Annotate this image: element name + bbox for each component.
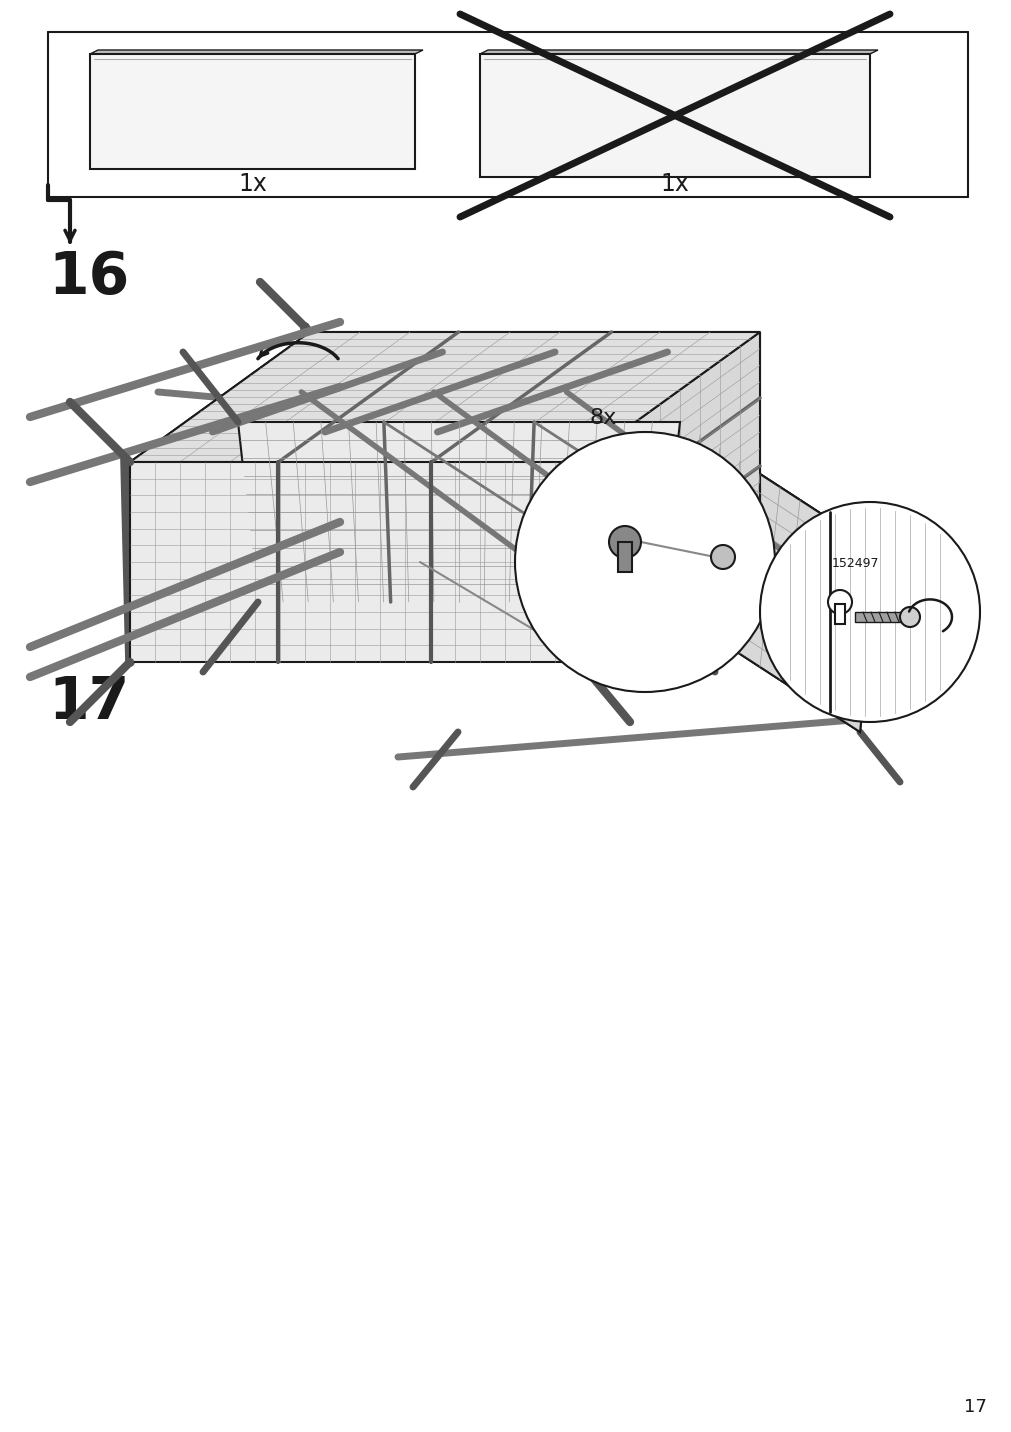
Circle shape bbox=[827, 590, 851, 614]
Polygon shape bbox=[129, 332, 759, 463]
Text: 8x: 8x bbox=[589, 408, 617, 428]
Circle shape bbox=[515, 432, 774, 692]
Polygon shape bbox=[834, 604, 844, 624]
Circle shape bbox=[899, 607, 919, 627]
Circle shape bbox=[759, 503, 979, 722]
Polygon shape bbox=[90, 54, 415, 169]
Polygon shape bbox=[129, 332, 759, 463]
Polygon shape bbox=[659, 422, 880, 732]
Polygon shape bbox=[479, 54, 869, 178]
Polygon shape bbox=[854, 611, 909, 621]
Polygon shape bbox=[579, 332, 759, 662]
Polygon shape bbox=[579, 332, 759, 662]
Polygon shape bbox=[238, 422, 679, 601]
Text: 17: 17 bbox=[48, 673, 129, 730]
Text: 1x: 1x bbox=[660, 172, 688, 196]
Circle shape bbox=[652, 505, 666, 518]
Text: 17: 17 bbox=[962, 1398, 986, 1416]
Polygon shape bbox=[129, 463, 579, 662]
Circle shape bbox=[609, 526, 640, 558]
Polygon shape bbox=[479, 50, 878, 54]
Polygon shape bbox=[238, 422, 880, 551]
Text: 152497: 152497 bbox=[831, 557, 879, 570]
Circle shape bbox=[711, 546, 734, 569]
Text: 16: 16 bbox=[48, 249, 129, 305]
Polygon shape bbox=[90, 50, 423, 54]
Polygon shape bbox=[659, 422, 880, 732]
Text: 1x: 1x bbox=[238, 172, 267, 196]
Polygon shape bbox=[618, 541, 632, 571]
